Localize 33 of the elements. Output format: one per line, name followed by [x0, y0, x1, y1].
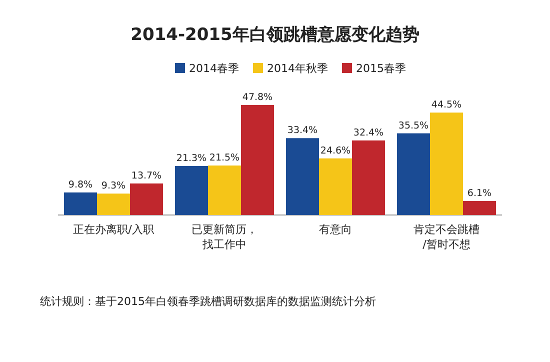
data-label: 33.4%	[287, 125, 318, 136]
bar	[430, 112, 463, 215]
bar	[175, 166, 208, 215]
bar	[397, 133, 430, 215]
legend-label: 2014春季	[189, 62, 239, 75]
legend-label: 2015春季	[356, 62, 406, 75]
data-label: 44.5%	[431, 100, 462, 111]
bar	[463, 200, 496, 215]
data-label: 24.6%	[320, 145, 351, 156]
bar	[319, 158, 352, 215]
bar	[130, 183, 163, 215]
bar	[352, 140, 385, 215]
data-label: 9.3%	[101, 180, 126, 192]
data-label: 6.1%	[467, 188, 492, 199]
data-label: 21.3%	[176, 152, 207, 164]
data-label: 32.4%	[353, 127, 384, 138]
bar	[286, 138, 319, 215]
chart-title: 2014-2015年白领跳槽意愿变化趋势	[130, 25, 420, 45]
text: 统计规则：基于2015年白领春季跳槽调研数据库的数据监测统计分析	[40, 295, 376, 308]
x-tick-label: 正在办离职/入职	[73, 223, 154, 236]
data-label: 9.8%	[68, 179, 93, 190]
bar	[64, 192, 97, 215]
bar	[241, 105, 274, 215]
x-tick-label: 已更新简历，找工作中	[192, 223, 258, 251]
x-tick-label: 肯定不会跳槽/暂时不想	[414, 223, 480, 251]
bar	[208, 166, 241, 215]
x-tick-label: 有意向	[319, 223, 352, 236]
data-label: 47.8%	[242, 92, 273, 103]
data-label: 13.7%	[131, 170, 162, 182]
data-label: 35.5%	[398, 120, 429, 132]
data-label: 21.5%	[209, 152, 240, 164]
bar	[97, 194, 130, 215]
legend-label: 2014年秋季	[267, 62, 328, 75]
